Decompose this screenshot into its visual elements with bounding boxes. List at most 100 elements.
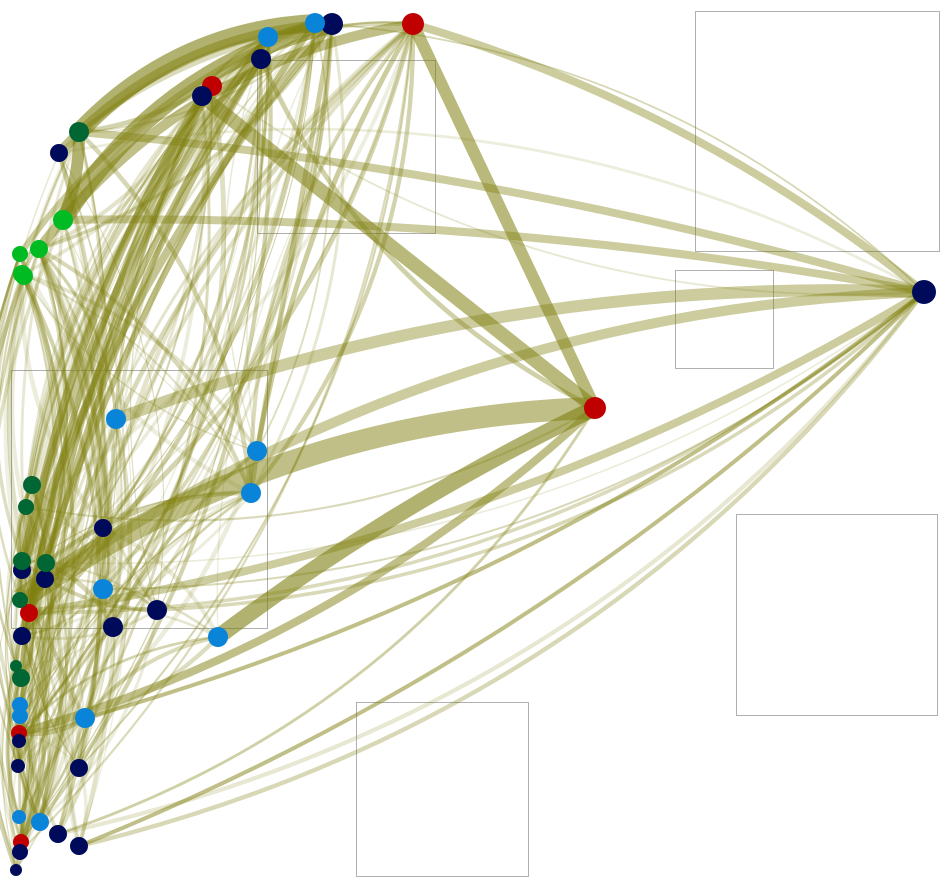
node <box>70 759 88 777</box>
node <box>103 617 123 637</box>
node <box>12 592 28 608</box>
edge <box>42 57 264 580</box>
node <box>258 27 278 47</box>
edge <box>28 604 219 639</box>
edge <box>411 20 927 296</box>
edge <box>19 152 106 843</box>
node <box>12 844 28 860</box>
edge <box>17 58 263 742</box>
edge <box>15 22 415 767</box>
edge <box>55 19 333 157</box>
edge <box>17 152 96 734</box>
edge <box>254 23 335 452</box>
edge <box>24 85 214 508</box>
edge <box>0 273 24 562</box>
edge <box>17 287 925 605</box>
edge <box>102 22 316 529</box>
edge <box>18 635 220 736</box>
edge <box>19 95 204 843</box>
node <box>94 519 112 537</box>
frame <box>11 370 268 629</box>
frames <box>11 11 940 877</box>
edge <box>246 23 333 452</box>
edge <box>20 22 317 572</box>
node <box>49 825 67 843</box>
edge <box>13 397 596 609</box>
node <box>247 441 267 461</box>
edge <box>258 58 597 411</box>
edge <box>0 665 22 853</box>
frame <box>356 702 529 877</box>
edge <box>27 611 82 769</box>
edge <box>20 58 264 843</box>
edge <box>78 290 926 848</box>
edge <box>17 22 415 853</box>
edge <box>55 418 133 836</box>
node <box>13 552 31 570</box>
node <box>18 499 34 515</box>
node <box>37 554 55 572</box>
edge <box>249 23 416 495</box>
edge <box>5 677 23 818</box>
edge <box>58 152 133 847</box>
node <box>208 627 228 647</box>
edge <box>248 22 415 494</box>
edge <box>83 491 252 719</box>
edge <box>0 219 65 843</box>
edge <box>78 290 926 849</box>
edge <box>18 58 262 601</box>
edge <box>18 95 206 718</box>
edge <box>18 492 252 742</box>
edge <box>20 635 41 843</box>
edge <box>18 85 214 602</box>
edge <box>58 127 925 294</box>
edge <box>0 131 80 667</box>
edge <box>19 58 262 717</box>
edge <box>17 84 215 717</box>
edge <box>19 23 333 717</box>
edge <box>38 23 334 251</box>
node <box>10 660 22 672</box>
edge <box>19 23 334 706</box>
edge <box>18 635 219 734</box>
node <box>321 13 343 35</box>
node <box>912 280 936 304</box>
nodes <box>10 13 936 876</box>
node <box>12 734 26 748</box>
edge <box>100 22 415 529</box>
edge <box>44 22 317 580</box>
edge <box>44 578 85 769</box>
edge <box>101 36 270 529</box>
node <box>12 697 28 713</box>
edge <box>36 247 110 719</box>
edge <box>38 609 159 824</box>
node <box>69 122 89 142</box>
edge <box>39 562 68 823</box>
edge <box>97 418 118 529</box>
node <box>70 837 88 855</box>
edge <box>58 152 126 769</box>
edge <box>3 130 82 571</box>
edge <box>77 130 254 494</box>
node <box>11 759 25 773</box>
edge <box>249 23 345 494</box>
edge <box>224 36 269 452</box>
node <box>53 210 73 230</box>
node <box>12 669 30 687</box>
node <box>12 810 26 824</box>
node <box>31 813 49 831</box>
edge <box>19 23 415 853</box>
edge <box>110 490 252 629</box>
edge <box>6 560 23 717</box>
edge <box>17 405 598 737</box>
node <box>12 708 28 724</box>
edge <box>62 219 258 452</box>
edge <box>20 273 102 769</box>
edge <box>57 407 597 836</box>
edge <box>4 484 41 823</box>
edge <box>407 21 601 411</box>
edge <box>18 506 51 818</box>
node <box>13 627 31 645</box>
edge <box>17 527 106 818</box>
